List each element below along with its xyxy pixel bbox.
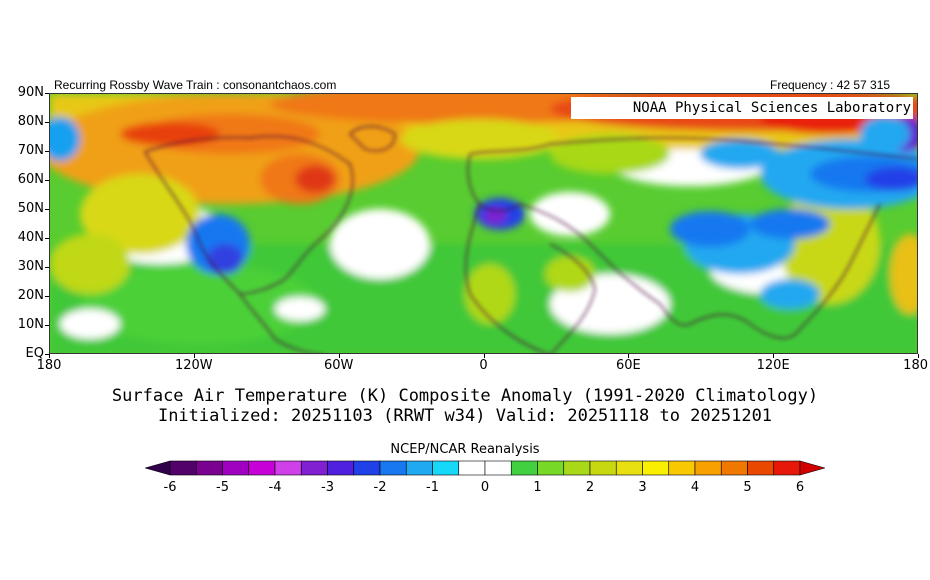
header-frequency-text: Frequency : 42 57 315 [770, 78, 891, 92]
colorbar-label: -1 [426, 480, 439, 495]
longitude-label: 180 [903, 358, 928, 373]
colorbar-swatch [379, 460, 407, 476]
colorbar-swatch [773, 460, 801, 476]
latitude-tick [45, 122, 49, 123]
source-label: NCEP/NCAR Reanalysis [390, 442, 540, 457]
latitude-label: 40N [17, 230, 44, 245]
latitude-label: 10N [17, 317, 44, 332]
longitude-label: 60E [615, 358, 641, 373]
colorbar-swatch [720, 460, 748, 476]
colorbar-label: 6 [795, 480, 805, 495]
latitude-label: 70N [17, 143, 44, 158]
longitude-label: 180 [36, 358, 62, 373]
longitude-tick [628, 354, 630, 358]
map-title-line2: Initialized: 20251103 (RRWT w34) Valid: … [157, 406, 773, 426]
colorbar-swatch [484, 460, 512, 476]
longitude-tick [49, 354, 50, 358]
anomaly-map-graphic [50, 94, 917, 353]
colorbar-label: -4 [268, 480, 282, 495]
colorbar-swatch [537, 460, 565, 476]
colorbar-swatch [642, 460, 670, 476]
colorbar-swatch [668, 460, 696, 476]
colorbar-label: 4 [690, 480, 700, 495]
latitude-label: 30N [17, 259, 44, 274]
lab-label: NOAA Physical Sciences Laboratory [571, 97, 913, 119]
latitude-label: 90N [17, 85, 44, 100]
longitude-tick [483, 354, 485, 358]
colorbar-right-arrow [799, 460, 825, 476]
colorbar-swatch [169, 460, 197, 476]
colorbar-swatch [274, 460, 302, 476]
latitude-tick [45, 325, 49, 326]
colorbar-swatch [694, 460, 722, 476]
longitude-tick [918, 354, 919, 358]
longitude-label: 60W [323, 358, 354, 373]
longitude-tick [193, 354, 195, 358]
latitude-label: EQ [25, 346, 44, 361]
longitude-label: 0 [479, 358, 488, 373]
colorbar-swatch [195, 460, 223, 476]
latitude-tick [45, 209, 49, 210]
latitude-tick [45, 93, 49, 94]
latitude-tick [45, 354, 49, 355]
colorbar-swatch [405, 460, 433, 476]
colorbar-label: 3 [638, 480, 647, 495]
latitude-tick [45, 180, 49, 181]
colorbar-swatch [589, 460, 617, 476]
colorbar-label: 2 [585, 480, 595, 495]
header-source-text: Recurring Rossby Wave Train : consonantc… [54, 78, 337, 92]
latitude-label: 60N [17, 172, 44, 187]
colorbar-swatch [327, 460, 355, 476]
latitude-label: 20N [17, 288, 44, 303]
colorbar-swatch [747, 460, 775, 476]
map-title-line1: Surface Air Temperature (K) Composite An… [111, 386, 819, 406]
latitude-tick [45, 296, 49, 297]
colorbar-swatch [432, 460, 460, 476]
colorbar-swatch [563, 460, 591, 476]
colorbar-swatch [615, 460, 643, 476]
latitude-tick [45, 238, 49, 239]
longitude-label: 120E [756, 358, 790, 373]
colorbar [145, 460, 825, 476]
anomaly-map: NOAA Physical Sciences Laboratory [49, 93, 918, 354]
latitude-label: 50N [17, 201, 44, 216]
latitude-label: 80N [17, 114, 44, 129]
colorbar-swatch [300, 460, 328, 476]
colorbar-label: 5 [743, 480, 752, 495]
colorbar-swatch [458, 460, 486, 476]
longitude-tick [338, 354, 340, 358]
colorbar-label: 1 [533, 480, 542, 495]
colorbar-label: -6 [163, 480, 177, 495]
colorbar-swatch [353, 460, 381, 476]
longitude-label: 120W [174, 358, 213, 373]
colorbar-swatch [510, 460, 538, 476]
colorbar-swatch [222, 460, 250, 476]
longitude-tick [773, 354, 775, 358]
colorbar-swatch [248, 460, 276, 476]
colorbar-label: 0 [480, 480, 490, 495]
latitude-tick [45, 151, 49, 152]
colorbar-left-arrow [145, 460, 171, 476]
colorbar-label: -3 [321, 480, 334, 495]
colorbar-label: -2 [373, 480, 387, 495]
latitude-tick [45, 267, 49, 268]
colorbar-label: -5 [216, 480, 229, 495]
